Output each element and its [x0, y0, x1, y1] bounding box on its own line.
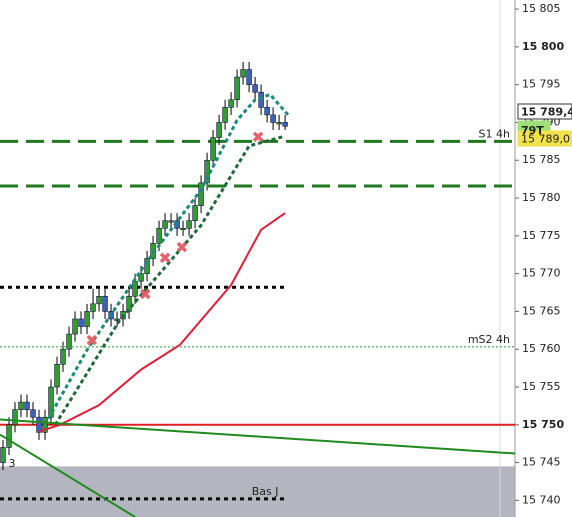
candle-body [114, 318, 120, 321]
indicator-line [38, 212, 286, 433]
price-label-box [517, 103, 572, 120]
candle-body [210, 137, 216, 161]
candle-body [276, 122, 282, 125]
price-label: 15 789,0 [521, 133, 570, 146]
candle-body [54, 364, 60, 388]
candle-body [72, 318, 78, 335]
candle-body [222, 107, 228, 123]
candle-body [258, 91, 264, 108]
candle-body [162, 220, 168, 229]
candle-body [36, 416, 42, 433]
y-tick-label: 15 775 [522, 229, 561, 242]
y-tick-label: 15 770 [522, 267, 561, 280]
y-tick-label: 15 740 [522, 493, 561, 506]
annotation: 3 [9, 457, 16, 470]
y-tick-label: 15 745 [522, 456, 561, 469]
candle-body [240, 69, 246, 78]
candle-body [192, 205, 198, 222]
level-label: mS2 4h [468, 333, 510, 346]
indicator-line [0, 418, 516, 455]
candle-body [252, 84, 258, 93]
cross-marker [176, 241, 188, 253]
level-label: S1 4h [479, 127, 510, 140]
candle-body [186, 220, 192, 229]
price-label: 79T [521, 124, 544, 137]
candle-body [0, 447, 6, 463]
price-label: 15 789,4 [521, 106, 572, 119]
candle-body [282, 122, 288, 127]
candle-body [138, 273, 144, 282]
candle-body [48, 386, 54, 418]
candle-body [18, 401, 24, 410]
y-tick-label: 15 805 [522, 2, 561, 15]
candle-body [90, 303, 96, 312]
candle-body [144, 258, 150, 274]
candle-body [12, 409, 18, 426]
candle-body [216, 122, 222, 138]
y-tick-label: 15 750 [522, 418, 564, 431]
candle-body [102, 295, 108, 312]
price-label-box [517, 130, 572, 147]
indicator-line [53, 134, 286, 426]
candle-body [66, 333, 72, 350]
candle-body [84, 311, 90, 327]
candle-body [180, 227, 186, 231]
candle-body [228, 99, 234, 108]
candle-body [198, 182, 204, 206]
low-zone [0, 466, 515, 517]
cross-marker [86, 334, 98, 346]
cross-marker [140, 288, 151, 300]
candle-body [270, 114, 276, 123]
candle-body [6, 424, 12, 448]
y-tick-label: 15 760 [522, 342, 561, 355]
candle-body [78, 318, 84, 327]
candle-body [24, 401, 30, 410]
candle-body [246, 69, 252, 85]
y-tick-label: 15 795 [522, 78, 561, 91]
level-label: Bas J [252, 485, 279, 498]
indicator-line [0, 433, 136, 517]
candle-body [132, 280, 138, 297]
y-tick-label: 15 755 [522, 380, 561, 393]
candle-body [30, 409, 36, 418]
candle-body [264, 107, 270, 116]
y-tick-label: 15 780 [522, 191, 561, 204]
y-tick-label: 15 785 [522, 153, 561, 166]
candle-body [96, 295, 102, 305]
y-tick-label: 15 800 [522, 40, 564, 53]
zone-layer [0, 466, 515, 517]
candle-body [234, 76, 240, 101]
candle-body [156, 227, 162, 244]
candle-body [168, 220, 174, 223]
cross-marker [159, 252, 171, 263]
y-tick-label: 15 765 [522, 304, 561, 317]
cross-marker [252, 131, 264, 143]
indicator-line [43, 92, 290, 426]
candle-body [60, 348, 66, 365]
